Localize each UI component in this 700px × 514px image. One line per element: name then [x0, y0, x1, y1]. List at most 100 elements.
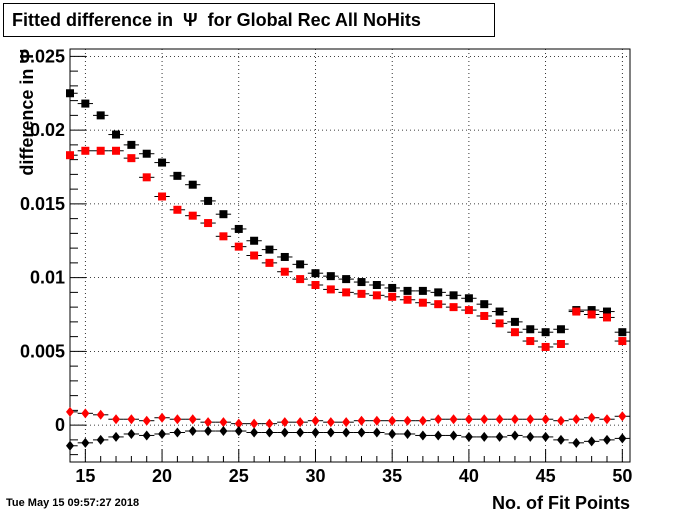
data-point-diamond [541, 414, 550, 425]
data-point-square [265, 258, 274, 267]
data-point-square [618, 337, 627, 346]
data-point-diamond [449, 430, 458, 441]
data-point-square [204, 219, 213, 228]
data-point-diamond [342, 417, 351, 428]
data-point-square [342, 288, 351, 297]
timestamp: Tue May 15 09:57:27 2018 [6, 497, 140, 509]
data-point-square [388, 283, 397, 292]
data-point-square [173, 171, 182, 180]
y-tick-label: 0.01 [30, 268, 65, 288]
data-point-square [234, 224, 243, 233]
data-point-square [219, 232, 228, 241]
data-point-diamond [66, 440, 74, 451]
data-point-diamond [618, 433, 627, 444]
data-point-square [158, 192, 167, 201]
x-tick-label: 40 [459, 466, 479, 486]
data-point-diamond [188, 414, 197, 425]
data-point-square [204, 196, 213, 205]
data-point-square [311, 281, 320, 289]
y-tick-labels: 0 0.005 0.01 0.015 0.02 0.025 [20, 46, 65, 435]
data-point-square [388, 292, 397, 301]
data-point-diamond [250, 427, 259, 438]
data-point-square [572, 307, 581, 316]
data-point-square [449, 291, 458, 300]
data-point-diamond [372, 415, 381, 426]
data-point-square [81, 146, 90, 155]
data-point-square [418, 286, 427, 295]
data-point-diamond [234, 418, 243, 429]
data-point-square [602, 307, 611, 316]
data-point-square [112, 130, 121, 139]
data-point-diamond [449, 414, 458, 425]
data-point-square [280, 252, 289, 261]
data-point-square [403, 286, 412, 295]
data-point-diamond [158, 412, 167, 423]
data-point-diamond [403, 428, 412, 439]
x-tick-label: 45 [536, 466, 556, 486]
data-point-diamond [510, 430, 519, 441]
data-point-square [449, 303, 458, 312]
data-point-diamond [265, 418, 274, 429]
data-point-square [342, 275, 351, 284]
data-point-diamond [204, 426, 213, 437]
data-point-square [464, 306, 473, 315]
data-point-diamond [173, 414, 182, 425]
x-tick-label: 15 [75, 466, 95, 486]
x-axis-label: No. of Fit Points [492, 493, 630, 513]
y-axis-label: difference in Ψ [17, 49, 37, 176]
data-point-square [526, 337, 535, 346]
series-0 [66, 89, 630, 337]
data-point-square [526, 325, 535, 334]
data-point-diamond [96, 409, 105, 420]
data-point-diamond [495, 431, 504, 442]
chart-title: Fitted difference in Ψ for Global Rec Al… [3, 3, 495, 37]
data-point-diamond [526, 431, 535, 442]
data-point-square [81, 99, 90, 108]
data-point-diamond [296, 427, 305, 438]
data-point-square [618, 328, 627, 337]
data-point-diamond [541, 431, 550, 442]
data-point-square [434, 288, 443, 297]
data-point-square [326, 272, 335, 281]
data-point-square [495, 307, 504, 316]
data-point-diamond [602, 434, 611, 445]
data-point-square [188, 211, 197, 220]
data-point-diamond [127, 414, 136, 425]
data-point-diamond [112, 414, 121, 425]
data-point-diamond [219, 417, 228, 428]
data-point-square [326, 285, 335, 294]
data-point-diamond [434, 430, 443, 441]
data-point-diamond [112, 431, 121, 442]
data-point-diamond [572, 437, 581, 448]
x-tick-label: 35 [382, 466, 402, 486]
data-point-square [587, 310, 596, 319]
y-tick-label: 0.005 [20, 341, 65, 361]
data-point-square [142, 149, 151, 158]
data-point-square [357, 278, 366, 287]
series-2 [66, 406, 630, 429]
data-point-square [480, 300, 489, 309]
y-tick-label: 0.025 [20, 46, 65, 66]
data-point-square [127, 140, 136, 149]
data-point-square [495, 319, 504, 328]
x-tick-label: 25 [229, 466, 249, 486]
data-point-diamond [342, 427, 351, 438]
data-point-square [372, 281, 381, 289]
data-point-diamond [326, 427, 335, 438]
data-point-square [541, 342, 550, 351]
data-point-square [602, 313, 611, 322]
data-point-diamond [311, 415, 320, 426]
data-point-diamond [250, 418, 259, 429]
data-point-square [434, 300, 443, 309]
data-point-square [142, 173, 151, 182]
data-point-square [510, 328, 519, 337]
data-point-square [158, 158, 167, 167]
data-point-square [372, 291, 381, 300]
data-point-diamond [480, 414, 489, 425]
y-tick-label: 0.015 [20, 194, 65, 214]
data-point-diamond [372, 427, 381, 438]
data-point-diamond [234, 426, 243, 437]
data-point-square [296, 275, 305, 284]
x-tick-label: 30 [305, 466, 325, 486]
data-point-square [66, 89, 74, 98]
